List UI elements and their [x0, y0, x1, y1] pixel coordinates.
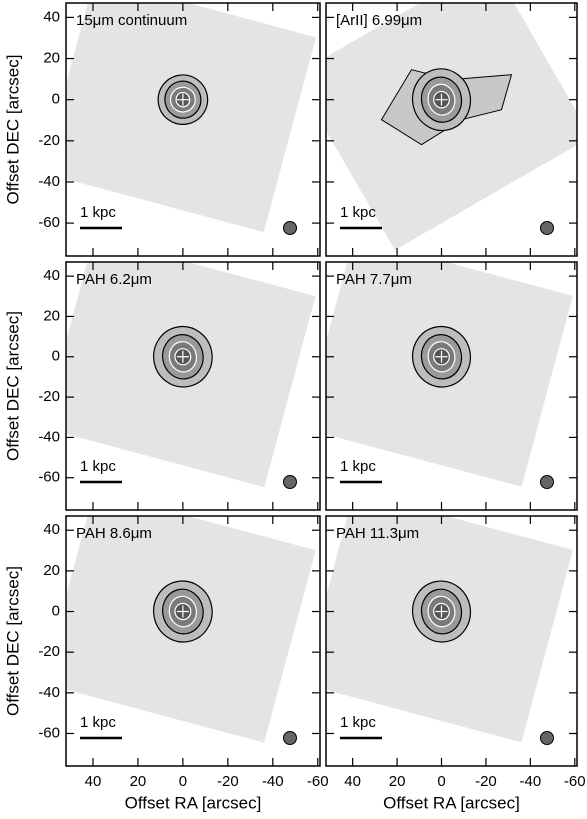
panel-title: PAH 7.7μm [336, 271, 412, 288]
peak-cross [435, 93, 448, 106]
scalebar-label: 1 kpc [340, 714, 376, 731]
scalebar-label: 1 kpc [340, 458, 376, 475]
panel-image [326, 516, 573, 743]
beam [540, 475, 554, 489]
panel-image [326, 3, 577, 251]
y-tick-label: 0 [52, 602, 60, 619]
y-tick-label: -20 [38, 132, 60, 149]
panel-title: PAH 6.2μm [76, 271, 152, 288]
peak-cross [176, 350, 189, 363]
x-axis-label: Offset RA [arcsec] [125, 793, 262, 812]
beam [283, 221, 297, 235]
beam [540, 731, 554, 745]
y-axis-label: Offset DEC [arcsec] [3, 566, 22, 716]
y-tick-label: -60 [38, 214, 60, 231]
peak-cross [176, 605, 189, 618]
y-tick-label: -40 [38, 684, 60, 701]
x-tick-label: 40 [85, 773, 102, 790]
y-tick-label: 40 [43, 521, 60, 538]
beam [540, 221, 554, 235]
y-tick-label: -40 [38, 428, 60, 445]
peak-cross [435, 350, 448, 363]
panel-title: 15μm continuum [76, 12, 187, 29]
y-tick-label: 40 [43, 8, 60, 25]
panel-frame [65, 2, 321, 257]
scalebar-label: 1 kpc [80, 458, 116, 475]
beam [283, 475, 297, 489]
y-tick-label: 0 [52, 91, 60, 108]
panel-image [66, 262, 316, 488]
y-tick-label: 20 [43, 562, 60, 579]
y-axis-label: Offset DEC [arcsec] [3, 55, 22, 205]
panel-title: [ArII] 6.99μm [336, 12, 422, 29]
panel-frame [325, 515, 578, 767]
y-tick-label: 0 [52, 348, 60, 365]
x-tick-label: -20 [475, 773, 497, 790]
y-tick-label: -60 [38, 469, 60, 486]
peak-cross [176, 93, 189, 106]
panel-image [66, 516, 316, 743]
x-tick-label: -60 [564, 773, 586, 790]
x-tick-label: -20 [217, 773, 239, 790]
x-tick-label: 20 [130, 773, 147, 790]
x-tick-label: -40 [262, 773, 284, 790]
scalebar-label: 1 kpc [80, 204, 116, 221]
peak-cross [435, 605, 448, 618]
beam [283, 731, 297, 745]
panel-frame [65, 515, 321, 767]
x-tick-label: 20 [389, 773, 406, 790]
x-tick-label: -60 [307, 773, 329, 790]
y-axis-label: Offset DEC [arcsec] [3, 311, 22, 461]
panel-title: PAH 8.6μm [76, 525, 152, 542]
panel-title: PAH 11.3μm [336, 525, 419, 542]
y-tick-label: 40 [43, 267, 60, 284]
y-tick-label: 20 [43, 307, 60, 324]
x-tick-label: 40 [344, 773, 361, 790]
y-tick-label: -20 [38, 643, 60, 660]
x-tick-label: 0 [437, 773, 445, 790]
x-axis-label: Offset RA [arcsec] [383, 793, 520, 812]
y-tick-label: 20 [43, 50, 60, 67]
x-tick-label: -40 [520, 773, 542, 790]
y-tick-label: -60 [38, 724, 60, 741]
scalebar-label: 1 kpc [80, 714, 116, 731]
panel-frame [325, 2, 578, 257]
scalebar-label: 1 kpc [340, 204, 376, 221]
y-tick-label: -40 [38, 173, 60, 190]
x-tick-label: 0 [179, 773, 187, 790]
panel-image [326, 262, 573, 487]
panel-frame [325, 261, 578, 511]
y-tick-label: -20 [38, 388, 60, 405]
panel-frame [65, 261, 321, 511]
panel-image [66, 3, 316, 233]
